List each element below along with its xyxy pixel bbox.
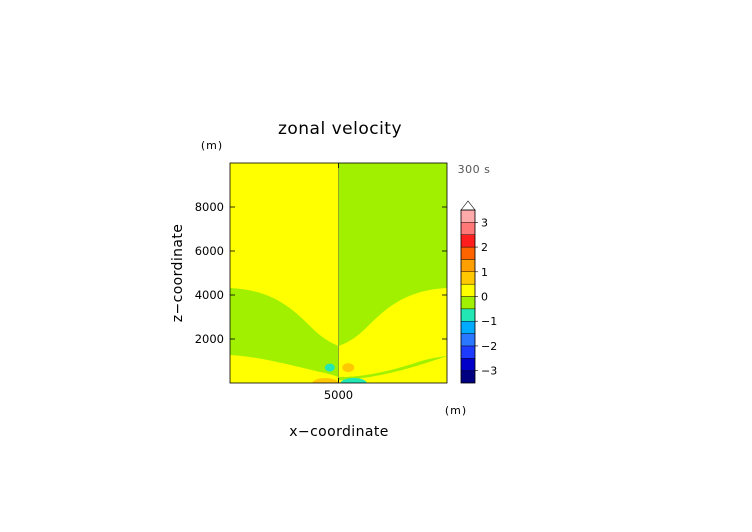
colorbar-label: 1	[481, 266, 488, 279]
colorbar-level	[460, 234, 476, 248]
x-unit-label: (m)	[445, 404, 467, 417]
feature-cyan-surface-right	[340, 378, 367, 383]
colorbar-label: 0	[481, 291, 488, 304]
x-axis-ticks: 5000	[324, 163, 353, 402]
colorbar-level	[460, 271, 476, 285]
colorbar-level	[460, 370, 476, 384]
colorbar-level	[460, 333, 476, 347]
colorbar-level	[460, 259, 476, 272]
feature-orange-surface-left	[312, 378, 339, 383]
z-axis-label: z−coordinate	[170, 224, 186, 323]
x-tick-label: 5000	[324, 388, 353, 402]
chart-title: zonal velocity	[278, 119, 402, 139]
plot-area	[229, 162, 448, 384]
colorbar-level	[460, 296, 476, 310]
colorbar-level	[460, 283, 476, 297]
x-axis-label: x−coordinate	[289, 424, 389, 440]
colorbar-label: −3	[481, 365, 497, 378]
colorbar-label: 2	[481, 241, 488, 254]
colorbar-level	[460, 222, 476, 235]
region-positive-surface-left	[230, 355, 339, 383]
region-positive-middle-right	[338, 288, 447, 383]
colorbar-label: −1	[481, 315, 497, 328]
region-positive-surface-right	[338, 356, 447, 383]
colorbar-level	[460, 246, 476, 260]
z-tick-label: 8000	[195, 200, 224, 214]
colorbar-level	[460, 321, 476, 334]
colorbar-label: −2	[481, 340, 497, 353]
z-tick-label: 4000	[195, 288, 224, 302]
colorbar: 3 2 1 0 −1 −2 −3	[460, 200, 497, 384]
time-label: 300 s	[458, 163, 491, 176]
z-unit-label: (m)	[201, 139, 223, 152]
colorbar-level	[460, 345, 476, 359]
z-tick-label: 6000	[195, 244, 224, 258]
z-tick-label: 2000	[195, 332, 224, 346]
feature-cyan-blob-left	[324, 363, 335, 372]
colorbar-extend-triangle	[460, 200, 476, 211]
colorbar-level	[460, 308, 476, 322]
z-axis-ticks: 2000 4000 6000 8000	[195, 200, 447, 346]
colorbar-label: 3	[481, 216, 488, 229]
colorbar-level	[460, 358, 476, 371]
feature-orange-blob-right	[342, 363, 355, 373]
colorbar-level	[460, 209, 476, 223]
